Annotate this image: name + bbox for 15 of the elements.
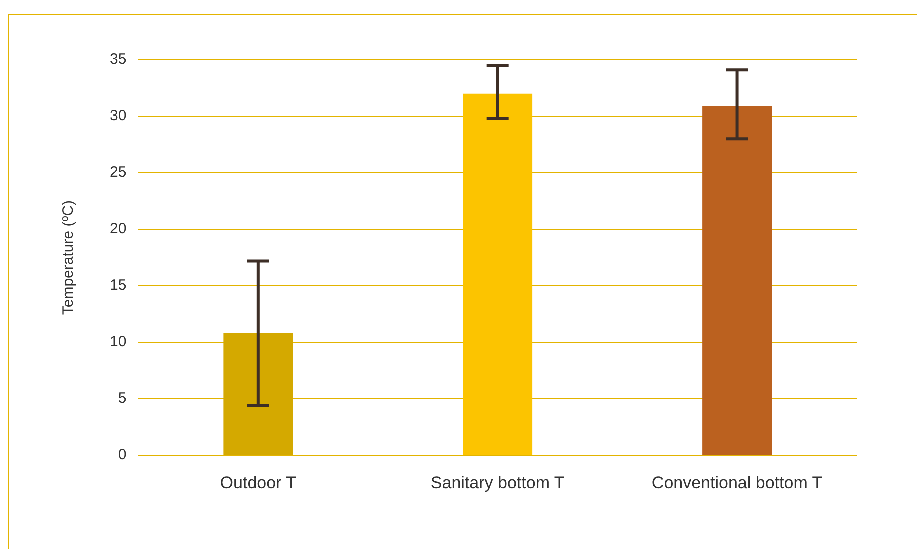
y-tick-label: 0 [118, 446, 127, 464]
y-tick-label: 15 [110, 277, 127, 294]
bar [463, 94, 533, 456]
bar [224, 334, 294, 456]
y-tick-label: 35 [110, 51, 127, 68]
x-tick-label: Conventional bottom T [652, 473, 823, 492]
x-tick-label: Sanitary bottom T [430, 473, 565, 492]
x-tick-label: Outdoor T [220, 473, 297, 492]
y-tick-label: 10 [110, 334, 127, 351]
y-tick-label: 20 [110, 220, 127, 238]
y-tick-label: 5 [118, 390, 127, 408]
bar [702, 106, 772, 456]
y-tick-label: 25 [110, 164, 127, 182]
y-tick-label: 30 [110, 108, 127, 125]
y-axis-title: Temperature (ºC) [60, 200, 78, 316]
